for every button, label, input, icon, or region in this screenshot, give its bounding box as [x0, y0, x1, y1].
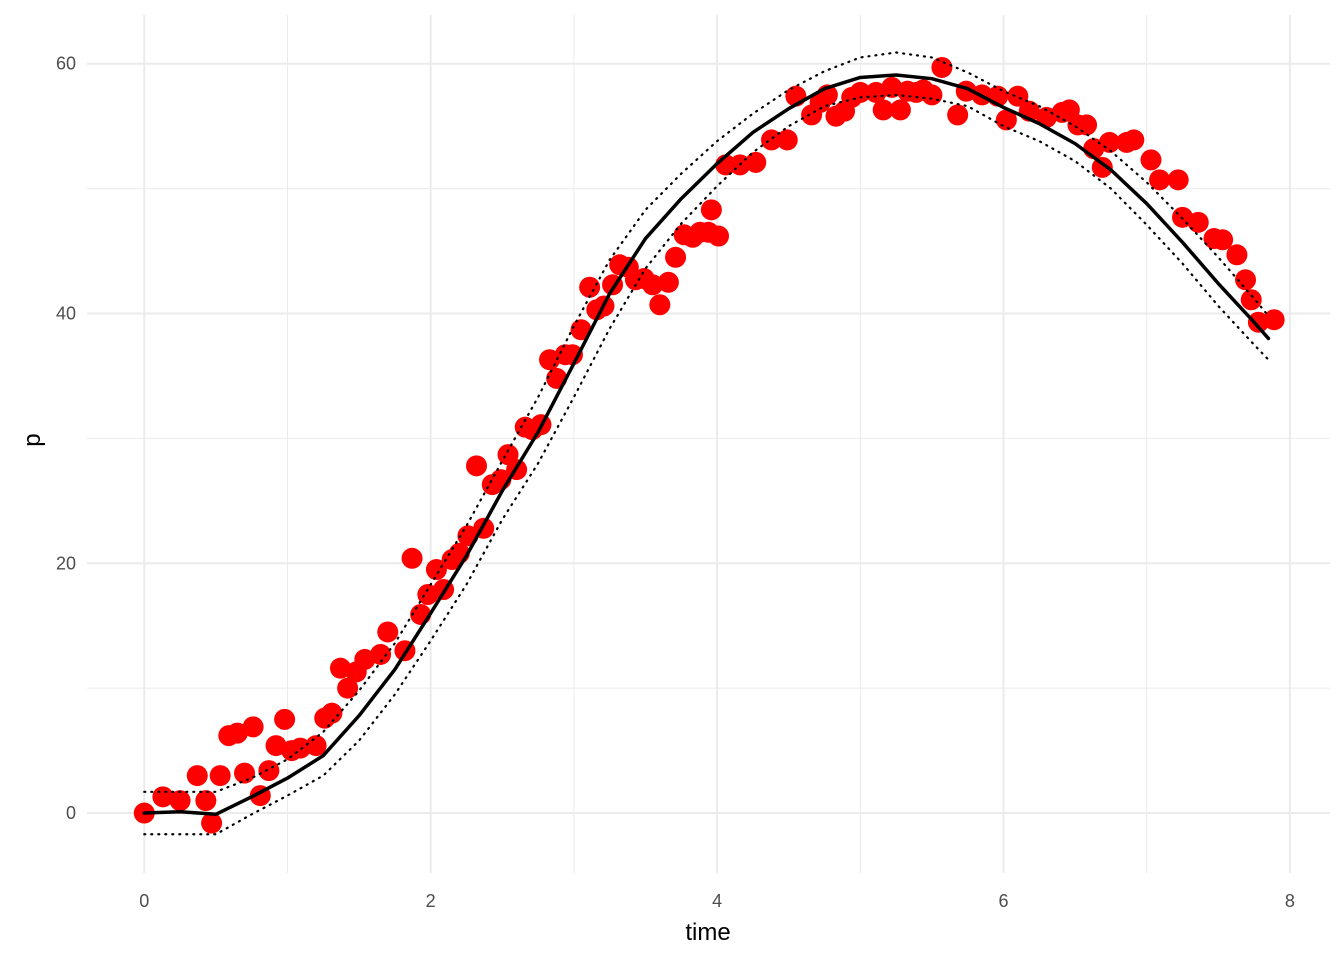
- point: [657, 271, 679, 293]
- point: [1091, 156, 1113, 178]
- dotted-line: [143, 51, 1270, 793]
- labels: 0 2 4 6 8 0 20 40 60: [56, 54, 1295, 911]
- point: [201, 812, 223, 834]
- point: [209, 765, 231, 787]
- point: [417, 583, 439, 605]
- x-tick-label: 4: [712, 891, 722, 911]
- plot-area: [133, 51, 1285, 836]
- y-tick-label: 0: [66, 803, 76, 823]
- point: [745, 151, 767, 173]
- y-axis-title: p: [19, 433, 46, 446]
- point: [321, 702, 343, 724]
- point: [401, 547, 423, 569]
- point: [337, 677, 359, 699]
- point: [265, 735, 287, 757]
- point: [889, 99, 911, 121]
- y-tick-label: 20: [56, 553, 76, 573]
- y-tick-label: 60: [56, 54, 76, 74]
- dotted-line: [143, 93, 1270, 836]
- point: [1226, 244, 1248, 266]
- point: [242, 716, 264, 738]
- point: [700, 199, 722, 221]
- point: [1235, 269, 1257, 291]
- point: [1123, 129, 1145, 151]
- point: [665, 246, 687, 268]
- point: [708, 225, 730, 247]
- point: [258, 760, 280, 782]
- point: [186, 765, 208, 787]
- line: [142, 73, 1271, 817]
- point: [921, 84, 943, 106]
- point: [761, 129, 783, 151]
- point: [466, 455, 488, 477]
- point: [642, 274, 664, 296]
- point: [872, 99, 894, 121]
- point: [947, 104, 969, 126]
- point: [1149, 169, 1171, 191]
- point: [329, 657, 351, 679]
- point: [305, 735, 327, 757]
- point: [234, 762, 256, 784]
- point: [931, 56, 953, 78]
- y-tick-label: 40: [56, 303, 76, 323]
- x-tick-label: 6: [998, 891, 1008, 911]
- point: [865, 81, 887, 103]
- point: [1187, 211, 1209, 233]
- point: [1007, 85, 1029, 107]
- grid: [87, 15, 1330, 873]
- x-axis-title: time: [685, 919, 730, 946]
- point: [849, 81, 871, 103]
- point: [425, 559, 447, 581]
- point: [1247, 311, 1269, 333]
- point: [570, 319, 592, 341]
- point: [776, 129, 798, 151]
- point: [169, 790, 191, 812]
- point: [1263, 309, 1285, 331]
- point: [561, 344, 583, 366]
- x-tick-label: 8: [1285, 891, 1295, 911]
- point: [1212, 229, 1234, 251]
- point: [195, 790, 217, 812]
- point: [649, 294, 671, 316]
- point: [274, 708, 296, 730]
- point: [1240, 289, 1262, 311]
- point: [370, 643, 392, 665]
- point: [1076, 114, 1098, 136]
- point: [579, 276, 601, 298]
- point: [1140, 149, 1162, 171]
- x-tick-label: 0: [139, 891, 149, 911]
- point: [1167, 169, 1189, 191]
- point: [377, 621, 399, 643]
- x-tick-label: 2: [426, 891, 436, 911]
- point: [226, 722, 248, 744]
- point: [881, 76, 903, 98]
- point: [354, 648, 376, 670]
